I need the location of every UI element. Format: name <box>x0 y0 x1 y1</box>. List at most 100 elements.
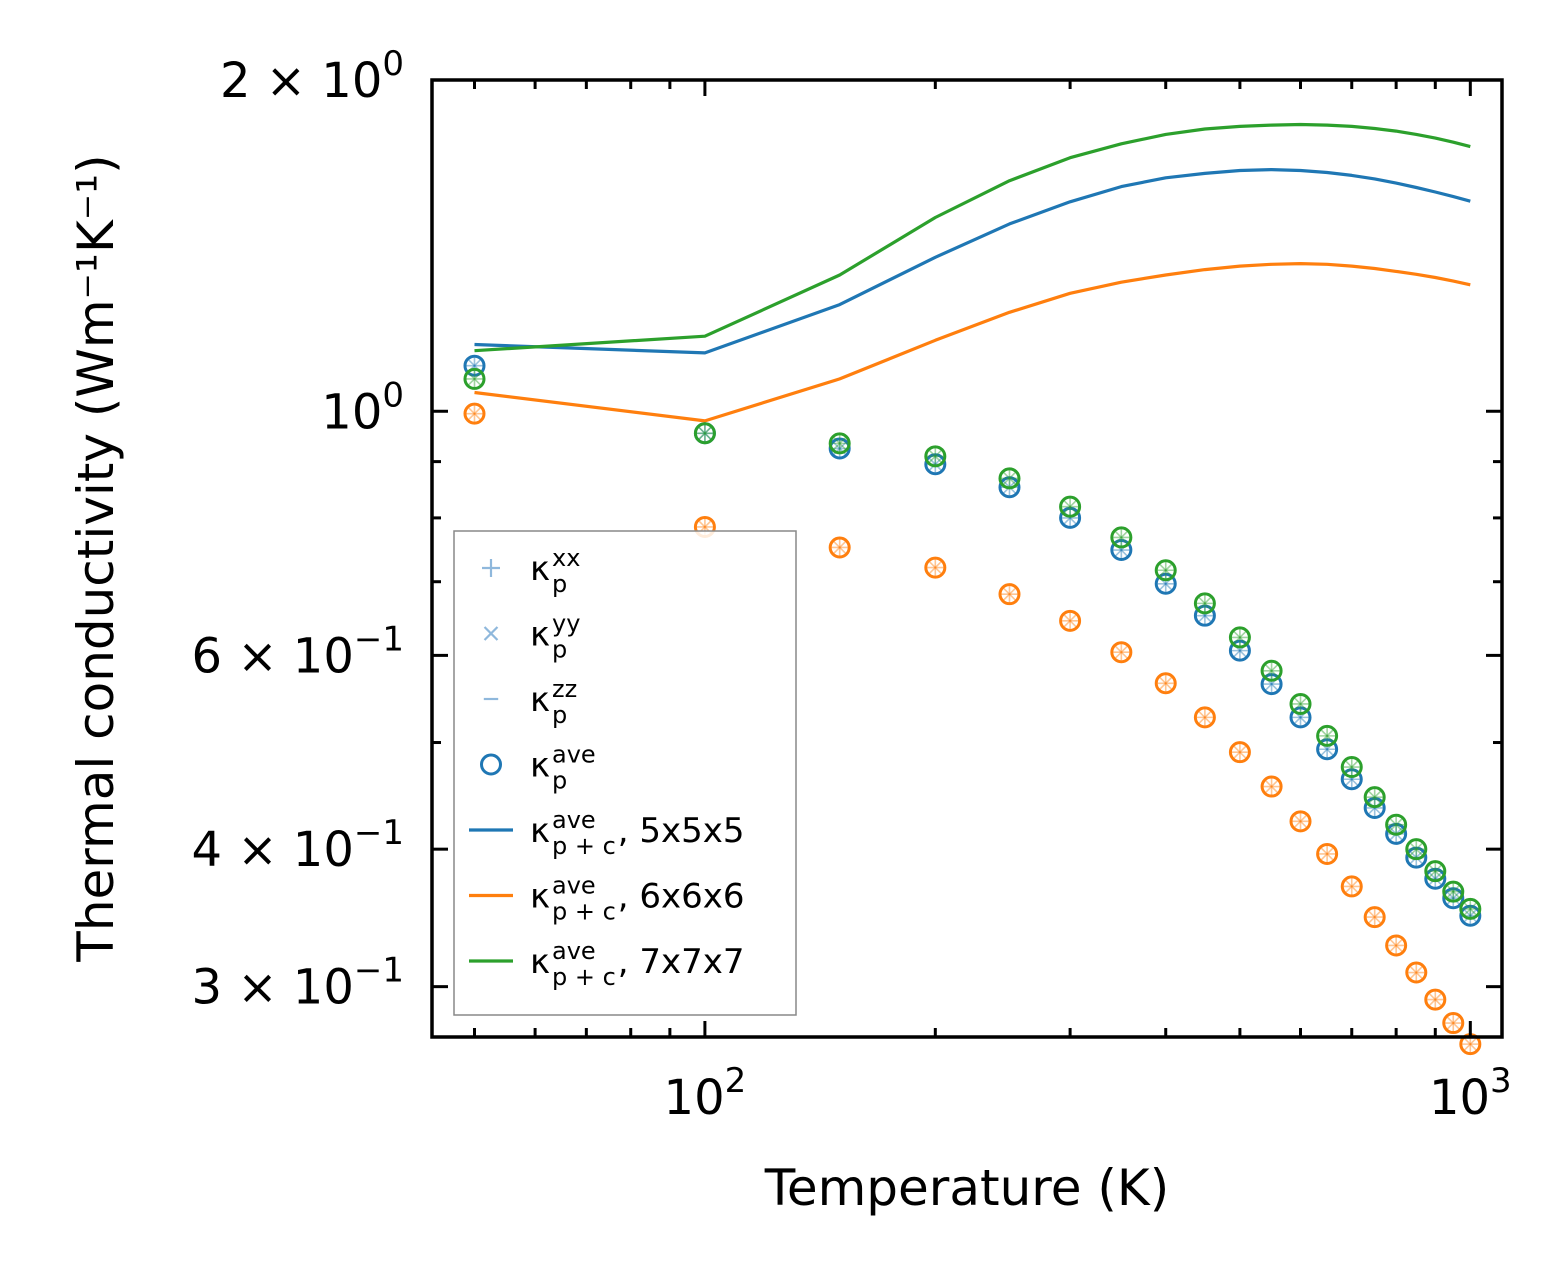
data-point <box>998 583 1021 606</box>
average-marker <box>1385 934 1408 957</box>
component-marker <box>1233 630 1247 644</box>
component-marker <box>1463 1037 1477 1051</box>
data-point <box>1260 775 1283 798</box>
component-marker <box>698 426 712 440</box>
component-marker <box>928 449 942 463</box>
component-marker <box>1409 965 1423 980</box>
average-marker <box>1110 539 1133 562</box>
average-marker <box>1193 604 1216 627</box>
component-marker <box>1389 818 1403 832</box>
component-marker <box>928 561 942 575</box>
component-marker <box>1159 676 1173 690</box>
average-marker <box>1316 738 1339 761</box>
component-marker <box>1463 909 1477 923</box>
legend-superscript: zz <box>552 675 577 703</box>
legend-suffix: , 7x7x7 <box>618 942 745 982</box>
component-marker <box>1159 563 1173 577</box>
component-marker <box>1159 676 1173 690</box>
component-marker <box>1463 902 1477 916</box>
plot-frame <box>430 78 1504 1039</box>
average-marker <box>1363 906 1386 929</box>
legend-superscript: ave <box>552 806 596 834</box>
average-marker <box>1385 822 1408 845</box>
average-marker <box>998 467 1021 490</box>
average-marker <box>828 536 851 559</box>
average-marker <box>1424 860 1447 883</box>
x-tick-label: 103 <box>1429 1061 1512 1126</box>
legend-subscript: p <box>552 767 567 795</box>
component-marker <box>1428 992 1442 1007</box>
data-point <box>463 367 486 390</box>
legend-entry: κ pyy <box>483 610 580 664</box>
average-marker <box>1424 988 1447 1011</box>
series-line-7x7x7 <box>474 122 1471 353</box>
average-marker <box>828 432 851 455</box>
component-marker <box>467 372 482 386</box>
y-tick-label: 4 × 10−1 <box>192 813 404 878</box>
data-point <box>1193 706 1216 729</box>
average-marker <box>1316 842 1339 865</box>
data-point <box>828 536 851 559</box>
component-marker <box>1063 614 1077 628</box>
data-point <box>693 422 716 445</box>
component-marker <box>1409 842 1423 856</box>
legend-entry: κ pxx <box>482 544 580 598</box>
average-marker <box>1110 526 1133 549</box>
average-marker <box>924 556 947 579</box>
data-point <box>1110 641 1133 664</box>
legend-label: κ <box>530 549 550 589</box>
component-marker <box>1320 847 1334 861</box>
average-marker <box>1316 724 1339 747</box>
legend-superscript: ave <box>552 872 596 900</box>
component-marker <box>1198 596 1212 610</box>
y-tick-label: 100 <box>321 375 404 440</box>
component-marker <box>1463 909 1477 923</box>
component-marker <box>1265 779 1279 794</box>
average-marker <box>998 583 1021 606</box>
data-point <box>1340 875 1363 898</box>
component-marker <box>1463 902 1477 916</box>
series-points-6x6x6 <box>463 402 1482 1056</box>
average-marker <box>1442 880 1465 903</box>
data-point <box>1316 842 1339 865</box>
data-point <box>1442 1012 1465 1035</box>
average-marker <box>1442 887 1465 910</box>
data-point <box>1154 559 1177 582</box>
component-marker <box>1265 664 1279 678</box>
data-point <box>828 432 851 455</box>
component-marker <box>698 426 712 440</box>
component-marker <box>1063 500 1077 514</box>
component-marker <box>1345 879 1359 893</box>
component-marker <box>1233 745 1247 759</box>
average-marker <box>1459 904 1482 927</box>
average-marker <box>463 354 486 377</box>
legend-box <box>453 530 797 1016</box>
component-marker <box>1368 790 1382 804</box>
data-point <box>1110 526 1133 549</box>
average-marker <box>1424 867 1447 890</box>
component-marker <box>1114 530 1128 544</box>
average-marker <box>1289 706 1312 729</box>
component-marker <box>1428 864 1442 878</box>
component-marker <box>833 540 847 555</box>
component-marker <box>833 436 847 450</box>
component-marker <box>1389 938 1403 953</box>
component-marker <box>1114 645 1128 659</box>
component-marker <box>467 407 482 421</box>
component-marker <box>1002 587 1017 601</box>
component-marker <box>928 561 942 575</box>
component-marker <box>928 457 942 471</box>
data-point <box>1228 626 1251 649</box>
data-point <box>1260 659 1283 682</box>
component-marker <box>1389 818 1403 832</box>
component-marker <box>1293 814 1308 828</box>
average-marker <box>1228 639 1251 662</box>
component-marker <box>928 457 942 471</box>
average-marker <box>1340 768 1363 791</box>
legend-superscript: ave <box>552 741 596 769</box>
component-marker <box>1463 1037 1477 1051</box>
